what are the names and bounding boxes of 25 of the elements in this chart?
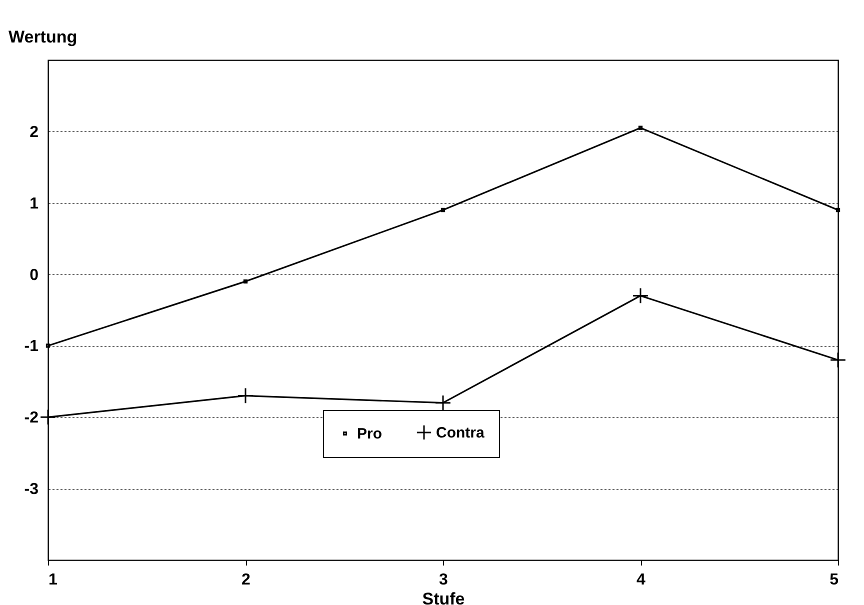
point [243,279,248,284]
x-tick-label: 1 [48,572,58,588]
point [434,394,452,412]
y-tick-label: 1 [30,195,39,212]
legend-label: Contra [436,424,485,442]
point [638,126,643,130]
point [40,408,56,426]
point [632,288,649,304]
y-tick-label: -1 [24,338,39,356]
x-tick-label: 3 [439,572,448,588]
x-tick-label: 5 [830,572,839,588]
x-tick-label: 2 [242,572,251,588]
y-tick-label: 2 [30,124,39,141]
y-tick-label: -3 [24,481,39,498]
legend-label: Pro [357,426,382,442]
point [237,388,254,404]
x-axis-title: Stufe [422,590,465,605]
point [440,208,446,212]
point [836,208,840,212]
x-tick-label: 4 [636,572,646,588]
y-tick-label: 0 [30,266,39,284]
y-axis-title: Wertung [8,28,78,46]
y-tick-label: -2 [24,410,39,427]
point [830,352,846,368]
point [46,344,50,348]
